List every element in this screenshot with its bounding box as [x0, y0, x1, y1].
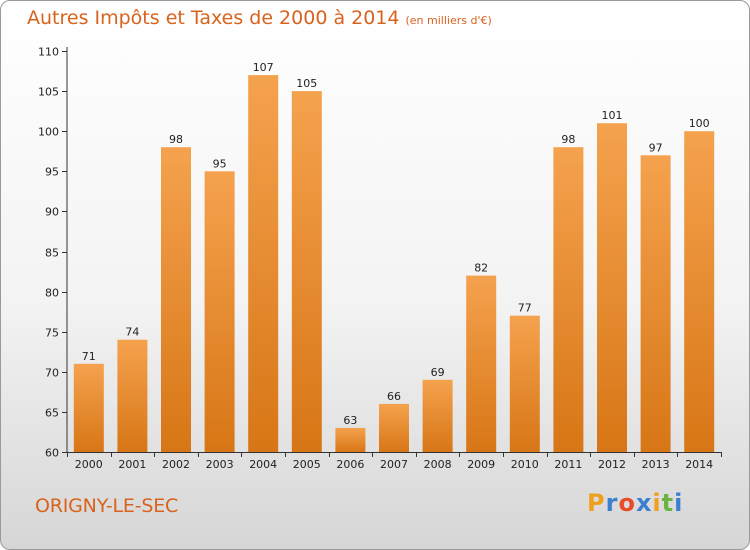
bar-2000 — [73, 363, 104, 452]
bar-2009 — [466, 275, 497, 452]
bar-2008 — [422, 379, 453, 452]
value-label: 66 — [387, 390, 401, 403]
value-label: 107 — [253, 61, 274, 74]
x-tick-label: 2002 — [162, 458, 190, 471]
value-label: 98 — [561, 133, 575, 146]
value-label: 77 — [518, 302, 532, 315]
y-tick-label: 105 — [38, 86, 59, 99]
bar-2001 — [117, 339, 148, 452]
x-tick-label: 2003 — [206, 458, 234, 471]
chart-title: Autres Impôts et Taxes de 2000 à 2014 (en… — [27, 7, 492, 29]
bar-2012 — [597, 123, 627, 452]
unit-label: (en milliers d'€) — [405, 14, 492, 27]
x-tick-label: 2013 — [642, 458, 670, 471]
logo-letter: i — [652, 489, 662, 517]
x-tick-label: 2014 — [685, 458, 713, 471]
value-label: 69 — [431, 366, 445, 379]
x-tick-label: 2001 — [118, 458, 146, 471]
x-tick-label: 2009 — [467, 458, 495, 471]
value-label: 105 — [296, 77, 317, 90]
bar-2014 — [684, 131, 715, 452]
x-tick-label: 2012 — [598, 458, 626, 471]
bar-2005 — [291, 91, 322, 452]
commune-name: ORIGNY-LE-SEC — [35, 495, 179, 517]
bar-2003 — [204, 171, 235, 453]
x-tick-label: 2007 — [380, 458, 408, 471]
x-tick-label: 2004 — [249, 458, 277, 471]
x-tick-label: 2011 — [554, 458, 582, 471]
y-tick-label: 100 — [38, 126, 59, 139]
y-tick-label: 70 — [45, 367, 59, 380]
x-tick-label: 2000 — [75, 458, 103, 471]
x-tick-label: 2008 — [424, 458, 452, 471]
bar-2010 — [509, 315, 540, 452]
y-tick-label: 85 — [45, 247, 59, 260]
bar-2007 — [379, 403, 409, 452]
bar-2013 — [640, 155, 671, 453]
bar-2006 — [335, 427, 366, 452]
logo-letter: o — [618, 489, 636, 517]
value-label: 82 — [474, 262, 488, 275]
value-label: 101 — [602, 109, 623, 122]
y-tick-label: 65 — [45, 407, 59, 420]
y-tick-label: 60 — [45, 447, 59, 460]
y-tick-label: 90 — [45, 206, 59, 219]
y-tick-label: 95 — [45, 166, 59, 179]
title-text: Autres Impôts et Taxes de 2000 à 2014 — [27, 7, 400, 29]
y-tick-label: 75 — [45, 327, 59, 340]
bar-2011 — [553, 147, 584, 452]
value-label: 97 — [649, 141, 663, 154]
value-label: 63 — [343, 414, 357, 427]
logo-letter: r — [605, 489, 619, 517]
logo-letter: t — [661, 489, 675, 517]
logo-letter: i — [674, 489, 684, 517]
value-label: 95 — [213, 157, 227, 170]
value-label: 74 — [125, 326, 139, 339]
logo-letter: P — [587, 489, 606, 517]
y-tick-label: 110 — [38, 46, 59, 59]
value-label: 100 — [689, 117, 710, 130]
x-tick-label: 2010 — [511, 458, 539, 471]
value-label: 98 — [169, 133, 183, 146]
proxiti-logo: Proxiti — [587, 489, 683, 517]
bar-2004 — [248, 75, 279, 452]
bar-2002 — [161, 147, 191, 452]
logo-letter: x — [635, 489, 653, 517]
value-label: 71 — [82, 350, 96, 363]
y-tick-label: 80 — [45, 287, 59, 300]
x-tick-label: 2006 — [336, 458, 364, 471]
x-tick-label: 2005 — [293, 458, 321, 471]
